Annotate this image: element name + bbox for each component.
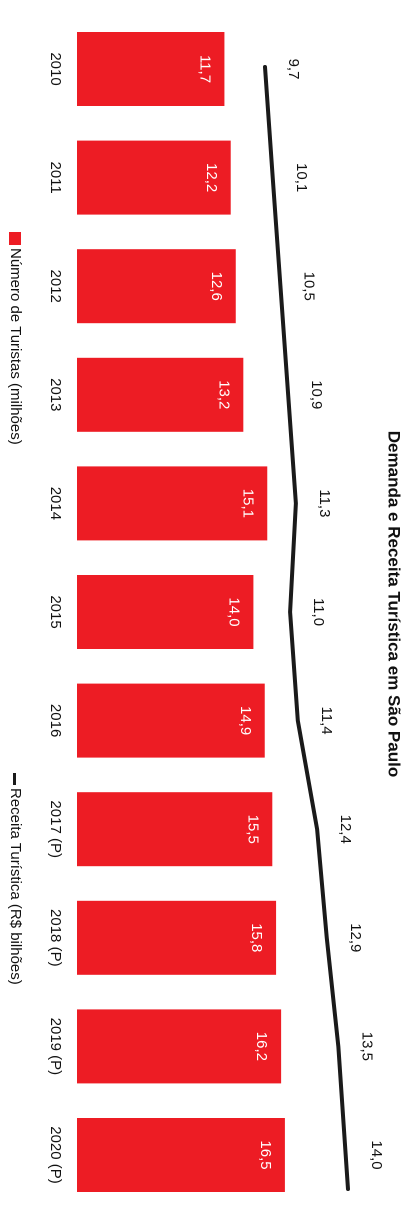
bar-value-label: 16,5 — [257, 1140, 274, 1169]
bar-value-label: 12,2 — [203, 163, 220, 192]
line-value-label: 12,4 — [337, 815, 354, 844]
category-label: 2013 — [47, 378, 64, 411]
category-labels: 2010 2011 2012 2013 2014 2015 2016 2017 (P) 2018… — [47, 52, 64, 1183]
bar — [77, 466, 268, 541]
chart-title: Demanda e Receita Turística em São Paulo — [385, 431, 404, 777]
bar — [77, 249, 236, 324]
bar-value-label: 14,9 — [237, 706, 254, 735]
line-value-label: 10,9 — [308, 380, 325, 409]
bar — [77, 792, 273, 867]
category-label: 2014 — [47, 487, 64, 520]
line-value-label: 13,5 — [358, 1032, 375, 1061]
bar-value-label: 13,2 — [215, 380, 232, 409]
bar-value-label: 11,7 — [196, 55, 213, 83]
bar — [77, 900, 277, 975]
legend-line-swatch — [13, 773, 16, 785]
legend-bar-swatch — [9, 232, 21, 245]
line-value-label: 11,3 — [316, 489, 333, 517]
line-value-label: 12,9 — [347, 923, 364, 952]
line-value-label: 10,5 — [300, 272, 317, 301]
line-value-label: 11,4 — [318, 707, 335, 735]
bar — [77, 683, 265, 758]
bar — [77, 32, 225, 106]
category-label: 2016 — [47, 704, 64, 737]
bar-value-label: 14,0 — [225, 597, 242, 626]
legend-bar-label: Número de Turistas (milhões) — [7, 248, 24, 445]
bar — [77, 140, 231, 215]
category-label: 2019 (P) — [47, 1018, 64, 1076]
bar-value-label: 12,6 — [208, 272, 225, 301]
category-label: 2010 — [47, 52, 64, 85]
bar-value-label: 15,5 — [244, 815, 261, 844]
category-label: 2017 (P) — [47, 800, 64, 858]
line-value-label: 14,0 — [368, 1140, 385, 1169]
bar — [77, 575, 254, 649]
line-value-label: 11,0 — [310, 598, 327, 626]
bar — [77, 1009, 282, 1084]
category-label: 2015 — [47, 595, 64, 628]
category-label: 2011 — [47, 161, 64, 193]
category-label: 2018 (P) — [47, 909, 64, 967]
legend-line-label: Receita Turística (R$ bilhões) — [7, 788, 24, 985]
bar-value-label: 15,8 — [248, 923, 265, 952]
line-value-label: 9,7 — [285, 59, 302, 80]
bars-layer: 11,7 12,2 12,6 13,2 15,1 14,0 14,9 15,5 15,8 16,2… — [77, 32, 285, 1192]
revenue-line — [263, 65, 350, 1191]
bar — [77, 357, 244, 432]
category-label: 2012 — [47, 270, 64, 303]
bar-value-label: 15,1 — [239, 489, 256, 518]
bar — [77, 1118, 285, 1192]
category-label: 2020 (P) — [47, 1126, 64, 1184]
line-value-label: 10,1 — [293, 163, 310, 192]
line-layer: 9,7 10,1 10,5 10,9 11,3 11,0 11,4 12,4 12,9 13,5 1… — [263, 59, 385, 1191]
bar-value-label: 16,2 — [253, 1032, 270, 1061]
